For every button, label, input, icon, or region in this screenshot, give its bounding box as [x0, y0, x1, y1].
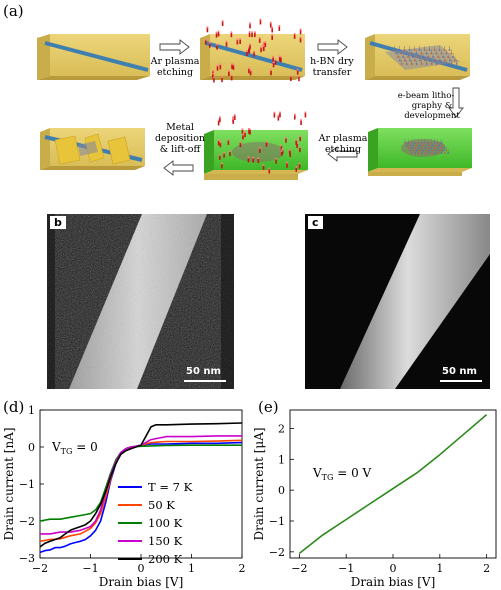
y-tick-label: 0 [28, 441, 35, 454]
x-tick-label: 2 [483, 562, 490, 575]
series-line-150-k [40, 435, 242, 535]
legend-label: 200 K [148, 552, 183, 566]
y-tick-label: −2 [269, 546, 285, 559]
scale-text-c: 50 nm [442, 366, 477, 377]
chart-annotation: VTG = 0 V [312, 466, 372, 482]
x-tick-label: 1 [436, 562, 443, 575]
x-tick-label: −2 [32, 562, 48, 575]
panel-label-a: (a) [3, 2, 24, 20]
y-axis-label: Drain current [nA] [2, 427, 16, 540]
legend-label: T = 7 K [148, 480, 193, 494]
nanowire [44, 41, 149, 72]
legend-label: 150 K [148, 534, 183, 548]
arrow-1 [159, 39, 190, 55]
chart-annotation: VTG = 0 [51, 440, 98, 456]
x-tick-label: −1 [82, 562, 98, 575]
arrow-4 [327, 146, 358, 162]
micrograph-b: b 50 nm [47, 214, 234, 389]
step2-label-2: transfer [313, 67, 352, 78]
step5-label-3: & lift-off [160, 144, 202, 155]
arrow-3 [448, 87, 464, 118]
arrow-2 [317, 39, 348, 55]
plasma-particles-1 [204, 18, 302, 83]
micrograph-c: c 50 nm [305, 214, 490, 389]
y-tick-label: −2 [19, 515, 35, 528]
step4-label: Ar plasma [318, 133, 368, 144]
series-line-t-7-k [39, 441, 243, 554]
series-line-200-k [39, 422, 243, 548]
step5-label: Metal [166, 122, 194, 133]
y-tick-label: 0 [278, 484, 285, 497]
micrograph-b-label: b [50, 216, 66, 229]
schematic-step1 [37, 34, 150, 80]
series-line-100-k [39, 444, 242, 522]
metal-contact-right [107, 136, 131, 165]
metal-contact-left [54, 135, 81, 165]
schematic-step6 [40, 128, 145, 170]
step1-label-2: etching [157, 67, 193, 78]
y-tick-label: −3 [19, 552, 35, 565]
schematic-step4 [368, 128, 472, 176]
x-tick-label: −2 [291, 562, 307, 575]
scale-bar-b [184, 380, 226, 382]
x-tick-label: 0 [138, 562, 145, 575]
legend-label: 100 K [148, 516, 183, 530]
legend-label: 50 K [148, 498, 175, 512]
step2-label: h-BN dry [310, 56, 354, 67]
x-tick-label: −1 [338, 562, 354, 575]
x-axis-label: Drain bias [V] [99, 575, 184, 589]
arrow-5 [163, 160, 194, 176]
y-tick-label: −1 [269, 515, 285, 528]
x-tick-label: 2 [239, 562, 246, 575]
x-tick-label: 1 [188, 562, 195, 575]
step1-label: Ar plasma [150, 56, 200, 67]
plasma-particles-2 [217, 111, 307, 174]
y-tick-label: −1 [19, 478, 35, 491]
y-tick-label: 1 [28, 404, 35, 417]
hbn-flake [393, 46, 458, 65]
hbn-window [404, 139, 450, 154]
step3-label-3: development [404, 111, 460, 121]
step5-label-2: deposition [155, 133, 205, 144]
series-line-0 [298, 413, 488, 555]
step4-label-2: etching [325, 144, 361, 155]
step3-label: e-beam litho- [398, 91, 455, 101]
panel-label-d: (d) [3, 398, 25, 416]
chart-e: −2 −1 0 1 2 −2 −1 0 1 2 Drain bias [V] Drain curren… [252, 409, 497, 589]
panel-label-e: (e) [258, 398, 279, 416]
step3-label-2: graphy & [412, 101, 453, 111]
x-tick-label: 0 [390, 562, 397, 575]
x-axis-label: Drain bias [V] [351, 575, 436, 589]
y-tick-label: 2 [278, 423, 285, 436]
micrograph-c-label: c [308, 216, 323, 229]
process-schematic: Ar plasma etching h-BN dry transfer e-be… [37, 18, 472, 180]
y-axis-label: Drain current [μA] [252, 427, 266, 540]
scale-bar-c [440, 380, 482, 382]
schematic-step5 [204, 130, 308, 180]
y-tick-label: 1 [278, 453, 285, 466]
schematic-step2 [200, 34, 305, 80]
scale-text-b: 50 nm [186, 366, 221, 377]
